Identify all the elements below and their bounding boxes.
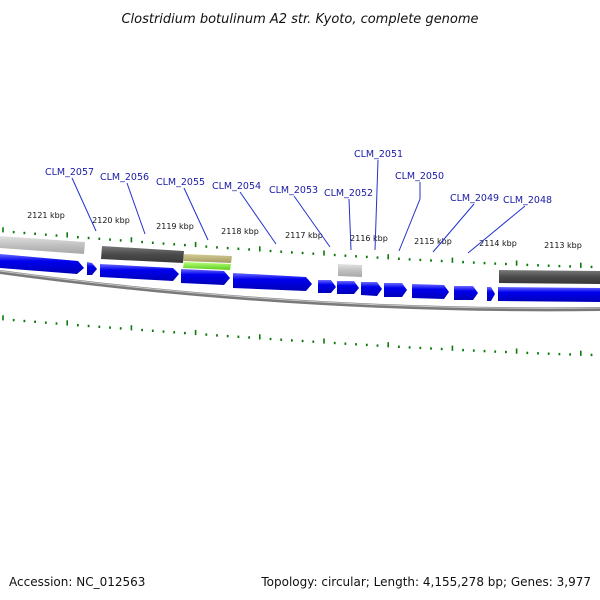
leader-clm-2051 (374, 159, 379, 251)
scale-label-2115: 2115 kbp (414, 237, 452, 246)
cds-arrow-10[interactable] (412, 284, 449, 299)
feature-lightgrey-left[interactable] (0, 236, 85, 254)
scale-label-2116: 2116 kbp (350, 234, 388, 243)
genome-summary-text: Topology: circular; Length: 4,155,278 bp… (260, 575, 591, 589)
genome-backbone-highlight (0, 270, 600, 309)
feature-lime[interactable] (183, 262, 231, 270)
gene-label-clm-2051[interactable]: CLM_2051 (354, 149, 403, 160)
gene-label-clm-2056[interactable]: CLM_2056 (100, 172, 149, 183)
scale-label-2113: 2113 kbp (544, 241, 582, 250)
feature-track-upper (0, 236, 600, 284)
cds-arrow-3[interactable] (100, 264, 179, 281)
scale-label-2121: 2121 kbp (27, 211, 65, 220)
leader-clm-2053 (293, 195, 331, 248)
gene-label-clm-2057[interactable]: CLM_2057 (45, 167, 94, 178)
gene-label-clm-2053[interactable]: CLM_2053 (269, 185, 318, 196)
scale-label-2118: 2118 kbp (221, 227, 259, 236)
gene-label-clm-2055[interactable]: CLM_2055 (156, 177, 205, 188)
leader-clm-2049 (432, 203, 475, 253)
cds-arrow-8[interactable] (361, 282, 382, 296)
feature-darkgrey-left[interactable] (101, 246, 184, 263)
lower-scale-ring (2, 315, 593, 357)
scale-label-2114: 2114 kbp (479, 239, 517, 248)
cds-arrow-1[interactable] (0, 254, 84, 274)
gene-leader-lines (71, 159, 526, 254)
gene-labels: CLM_2057 CLM_2056 CLM_2055 CLM_2054 CLM_… (45, 149, 552, 206)
cds-arrow-9[interactable] (384, 283, 407, 297)
feature-darkgrey-right[interactable] (499, 270, 600, 284)
cds-arrow-11[interactable] (454, 286, 478, 300)
cds-arrow-6[interactable] (318, 280, 336, 293)
leader-clm-2054 (239, 191, 277, 245)
gene-label-clm-2052[interactable]: CLM_2052 (324, 188, 373, 199)
cds-arrow-4[interactable] (181, 269, 230, 285)
cds-track (0, 254, 600, 302)
gene-label-clm-2049[interactable]: CLM_2049 (450, 193, 499, 204)
cds-arrow-7[interactable] (337, 281, 359, 294)
cds-arrow-2[interactable] (87, 262, 97, 275)
genome-backbone (0, 270, 600, 312)
gene-label-clm-2050[interactable]: CLM_2050 (395, 171, 444, 182)
upper-scale-ring (2, 227, 593, 269)
gene-label-clm-2048[interactable]: CLM_2048 (503, 195, 552, 206)
accession-text: Accession: NC_012563 (9, 575, 145, 589)
leader-clm-2056 (126, 182, 146, 235)
genome-title: Clostridium botulinum A2 str. Kyoto, com… (121, 12, 478, 27)
scale-label-2119: 2119 kbp (156, 222, 194, 231)
scale-labels: 2121 kbp 2120 kbp 2119 kbp 2118 kbp 2117… (27, 211, 582, 250)
leader-clm-2055 (183, 187, 209, 241)
cds-arrow-13[interactable] (498, 287, 600, 302)
leader-clm-2052 (348, 198, 352, 251)
cds-arrow-12[interactable] (487, 287, 495, 301)
leader-clm-2048 (467, 205, 526, 254)
gene-label-clm-2054[interactable]: CLM_2054 (212, 181, 261, 192)
scale-label-2120: 2120 kbp (92, 216, 130, 225)
feature-lightgrey-small[interactable] (338, 264, 362, 277)
feature-khaki[interactable] (183, 254, 232, 263)
leader-clm-2057 (71, 177, 97, 232)
cds-arrow-5[interactable] (233, 273, 312, 291)
leader-clm-2050 (398, 182, 421, 252)
scale-label-2117: 2117 kbp (285, 231, 323, 240)
